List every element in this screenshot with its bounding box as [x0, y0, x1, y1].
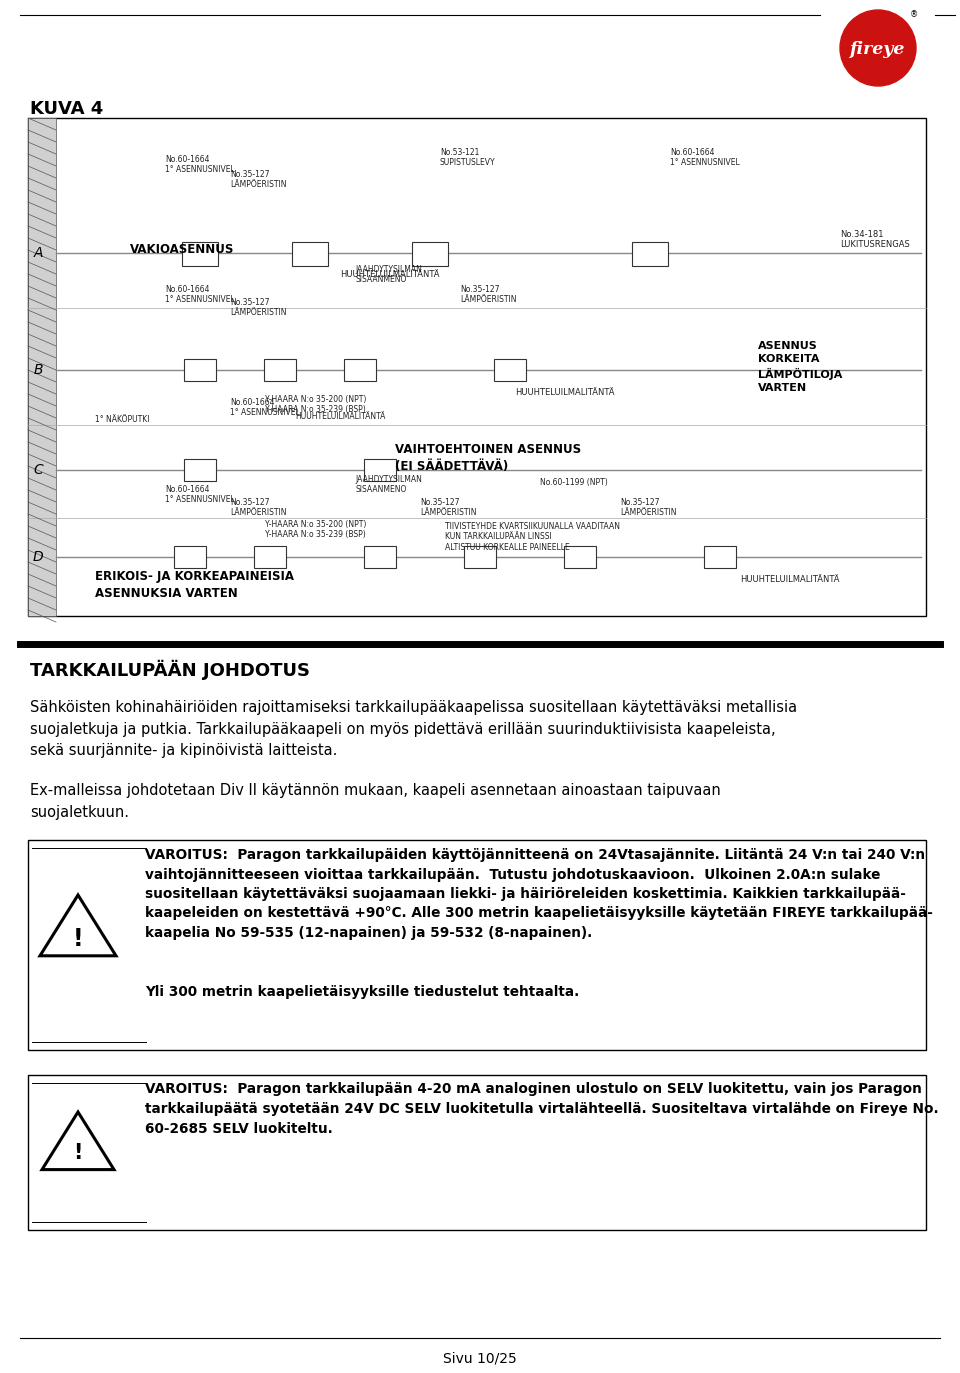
Bar [292, 242, 328, 266]
Bar [412, 242, 448, 266]
Text: C: C [34, 463, 43, 476]
Bar [632, 242, 668, 266]
Bar [344, 358, 376, 380]
Text: No.35-127
LÄMPÖERISTIN: No.35-127 LÄMPÖERISTIN [230, 170, 286, 189]
Text: No.35-127
LÄMPÖERISTIN: No.35-127 LÄMPÖERISTIN [420, 498, 476, 518]
Text: fireye: fireye [850, 41, 904, 59]
Text: Y-HAARA N:o 35-200 (NPT)
Y-HAARA N:o 35-239 (BSP): Y-HAARA N:o 35-200 (NPT) Y-HAARA N:o 35-… [265, 520, 367, 540]
Text: A: A [34, 246, 43, 259]
Text: D: D [33, 551, 43, 564]
Bar [494, 358, 526, 380]
Text: No.60-1664
1° ASENNUSNIVEL: No.60-1664 1° ASENNUSNIVEL [165, 286, 235, 305]
Text: Sähköisten kohinahäiriöiden rajoittamiseksi tarkkailupääkaapelissa suositellaan : Sähköisten kohinahäiriöiden rajoittamise… [30, 700, 797, 758]
FancyBboxPatch shape [28, 840, 926, 1050]
Bar [564, 546, 596, 568]
Text: !: ! [73, 1144, 83, 1163]
Text: No.53-121
SUPISTUSLEVY: No.53-121 SUPISTUSLEVY [440, 148, 495, 168]
Text: B: B [34, 362, 43, 378]
Text: No.34-181
LUKITUSRENGAS: No.34-181 LUKITUSRENGAS [840, 231, 910, 250]
Text: No.60-1664
1° ASENNUSNIVEL: No.60-1664 1° ASENNUSNIVEL [165, 485, 235, 504]
FancyBboxPatch shape [28, 118, 926, 616]
Bar [364, 546, 396, 568]
Text: No.35-127
LÄMPÖERISTIN: No.35-127 LÄMPÖERISTIN [230, 298, 286, 317]
Circle shape [837, 7, 919, 89]
Text: No.60-1664
1° ASENNUSNIVEL: No.60-1664 1° ASENNUSNIVEL [165, 155, 235, 174]
Text: VAKIOASENNUS: VAKIOASENNUS [130, 243, 234, 255]
Text: Sivu 10/25: Sivu 10/25 [444, 1351, 516, 1365]
Text: !: ! [73, 927, 84, 950]
Text: JAAHDYTYSILMAN
SISAANMENO: JAAHDYTYSILMAN SISAANMENO [355, 265, 421, 284]
Text: VAROITUS:  Paragon tarkkailupään 4-20 mA analoginen ulostulo on SELV luokitettu,: VAROITUS: Paragon tarkkailupään 4-20 mA … [145, 1082, 939, 1135]
Text: ASENNUS
KORKEITA
LÄMPÖTILOJA
VARTEN: ASENNUS KORKEITA LÄMPÖTILOJA VARTEN [758, 342, 842, 393]
Text: No.35-127
LÄMPÖERISTIN: No.35-127 LÄMPÖERISTIN [230, 498, 286, 518]
Text: JAAHDYTYSILMAN
SISAANMENO: JAAHDYTYSILMAN SISAANMENO [355, 475, 421, 494]
Text: Yli 300 metrin kaapelietäisyyksille tiedustelut tehtaalta.: Yli 300 metrin kaapelietäisyyksille tied… [145, 984, 579, 1000]
Text: No.60-1664
1° ASENNUSNIVEL: No.60-1664 1° ASENNUSNIVEL [230, 398, 300, 417]
Text: No.35-127
LÄMPÖERISTIN: No.35-127 LÄMPÖERISTIN [460, 286, 516, 305]
Circle shape [840, 10, 916, 86]
Text: VAIHTOEHTOINEN ASENNUS
(EI SÄÄDETTÄVÄ): VAIHTOEHTOINEN ASENNUS (EI SÄÄDETTÄVÄ) [395, 443, 581, 472]
Bar [174, 546, 206, 568]
Text: No.35-127
LÄMPÖERISTIN: No.35-127 LÄMPÖERISTIN [620, 498, 677, 518]
FancyBboxPatch shape [28, 1075, 926, 1230]
Bar [254, 546, 286, 568]
Text: ®: ® [910, 11, 918, 19]
Text: Y-HAARA N:o 35-200 (NPT)
Y-HAARA N:o 35-239 (BSP): Y-HAARA N:o 35-200 (NPT) Y-HAARA N:o 35-… [265, 395, 367, 415]
Text: HUUHTELUILMALITÄNTÄ: HUUHTELUILMALITÄNTÄ [740, 575, 840, 584]
Text: HUUHTELUILMALITÄNTÄ: HUUHTELUILMALITÄNTÄ [340, 270, 440, 279]
Bar [182, 242, 218, 266]
Bar [184, 459, 216, 481]
Text: Ex-malleissa johdotetaan Div II käytännön mukaan, kaapeli asennetaan ainoastaan : Ex-malleissa johdotetaan Div II käytännö… [30, 783, 721, 820]
Bar [364, 459, 396, 481]
Text: 1° NÄKÖPUTKI: 1° NÄKÖPUTKI [95, 415, 150, 424]
Polygon shape [40, 895, 116, 956]
Text: HUUHTELUILMALITÄNTÄ: HUUHTELUILMALITÄNTÄ [295, 412, 385, 422]
Bar [264, 358, 296, 380]
Bar [28, 118, 56, 616]
Polygon shape [42, 1112, 114, 1170]
Bar [704, 546, 736, 568]
Text: ERIKOIS- JA KORKEAPAINEISIA
ASENNUKSIA VARTEN: ERIKOIS- JA KORKEAPAINEISIA ASENNUKSIA V… [95, 570, 294, 600]
Text: No.60-1199 (NPT): No.60-1199 (NPT) [540, 478, 608, 487]
Bar [464, 546, 496, 568]
Text: No.60-1664
1° ASENNUSNIVEL: No.60-1664 1° ASENNUSNIVEL [670, 148, 740, 168]
Text: KUVA 4: KUVA 4 [30, 100, 104, 118]
Text: TARKKAILUPÄÄN JOHDOTUS: TARKKAILUPÄÄN JOHDOTUS [30, 660, 310, 680]
Bar [184, 358, 216, 380]
Text: VAROITUS:  Paragon tarkkailupäiden käyttöjännitteenä on 24Vtasajännite. Liitäntä: VAROITUS: Paragon tarkkailupäiden käyttö… [145, 849, 933, 941]
Text: TIIVISTEYHDE KVARTSIIKUUNALLA VAADITAAN
KUN TARKKAILUPÄÄN LINSSI
ALTISTUU KORKEA: TIIVISTEYHDE KVARTSIIKUUNALLA VAADITAAN … [445, 522, 620, 552]
Text: HUUHTELUILMALITÄNTÄ: HUUHTELUILMALITÄNTÄ [516, 389, 614, 397]
